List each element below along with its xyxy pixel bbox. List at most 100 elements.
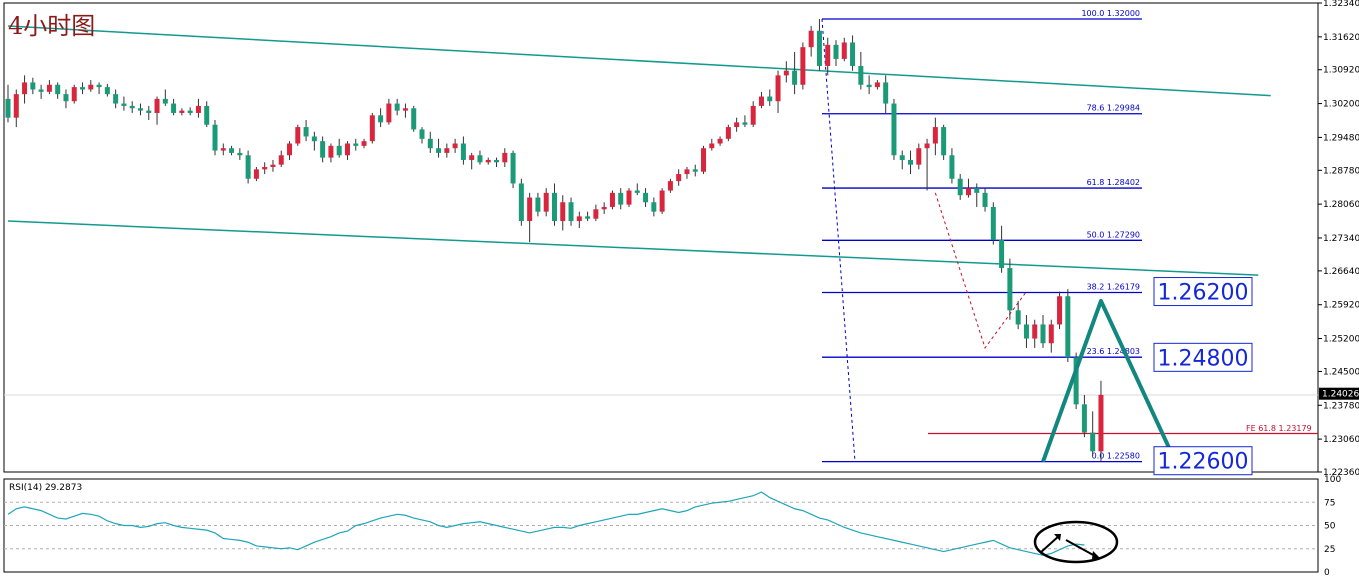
candle-body [195,105,201,113]
candle-body [137,108,143,111]
candle-body [311,136,317,142]
candle-body [1081,404,1087,433]
candle-body [361,141,367,146]
target-box [1153,446,1253,476]
channel-lower-line [7,220,1259,276]
candle-body [883,82,889,104]
candle-body [46,84,52,92]
price-tick-label: 1.28780 [1323,166,1359,176]
rsi-arrow-down-head [1092,551,1100,559]
candle-body [146,110,152,113]
candle-body [328,145,334,158]
candle-body [899,155,905,160]
candle-body [816,30,822,66]
candle-body [527,197,533,222]
price-tick-label: 1.31620 [1323,33,1359,43]
candle-body [701,148,707,172]
candle-body [783,70,789,76]
channel-upper-line [7,25,1271,97]
candle-body [1073,357,1079,405]
fib-label: 78.6 1.29984 [1087,104,1140,113]
candle-body [916,148,922,165]
candle-body [518,183,524,222]
candle-body [179,110,185,113]
fibonacci-layer: 100.0 1.32000 78.6 1.29984 61.8 1.28402 50.… [821,9,1318,463]
candle-body [609,192,615,207]
candle-body [1040,324,1046,344]
candle-body [560,202,566,222]
fib-anchor-line [821,18,856,462]
price-tick-label: 1.25920 [1323,301,1359,311]
candle-body [80,87,86,90]
candle-body [96,84,102,88]
candle-body [411,108,417,130]
fib-label: 100.0 1.32000 [1081,9,1140,18]
candle-body [303,127,309,137]
candle-body [353,143,359,146]
candle-body [576,216,582,222]
forecast-zigzag [1041,298,1178,463]
candle-body [22,82,28,95]
candle-body [659,190,665,212]
candle-body [38,89,44,92]
candle-body [551,192,557,222]
candle-body [485,159,491,163]
fib-label: 61.8 1.28402 [1087,178,1140,187]
candle-body [667,181,673,191]
candle-body [734,122,740,128]
candle-body [643,192,649,203]
fib-label: 38.2 1.26179 [1087,283,1140,292]
candle-body [758,96,764,106]
candle-body [932,127,938,144]
candle-body [874,82,880,88]
fe-label: FE 61.8 1.23179 [1246,424,1312,433]
candle-body [626,190,632,205]
price-tick-label: 1.30920 [1323,66,1359,76]
candle-body [63,94,69,102]
candle-body [30,82,36,90]
candle-body [494,159,500,163]
candle-body [676,174,682,182]
candle-body [5,98,11,118]
candle-body [419,129,425,139]
candle-body [684,169,690,175]
price-tick-label: 1.24500 [1323,367,1359,377]
current-price-marker [1319,387,1359,400]
candle-body [965,188,971,196]
candle-body [568,202,574,222]
rsi-tick-label: 0 [1324,568,1330,576]
rsi-arrow-up-head [1054,534,1061,541]
price-tick-label: 1.22360 [1323,468,1359,478]
candle-body [452,143,458,149]
rsi-annotation-oval [1033,520,1119,564]
candle-body [792,70,798,85]
price-tick-label: 1.23780 [1323,401,1359,411]
candle-body [104,87,110,95]
candle-body [88,84,94,90]
candle-body [270,164,276,168]
candle-body [767,96,773,102]
target-price: 1.26200 [1158,281,1249,306]
price-tick-label: 1.25200 [1323,335,1359,345]
candle-body [344,143,350,156]
price-tick-label: 1.26640 [1323,267,1359,277]
rsi-tick-label: 25 [1324,545,1335,555]
candle-body [866,84,872,88]
candle-body [850,42,856,66]
forecast-layer: 1.26200 1.24800 1.22600 [1041,277,1253,476]
candle-body [1065,296,1071,358]
candle-body [692,169,698,172]
candle-body [460,143,466,160]
candle-body [742,122,748,125]
candle-body [369,115,375,142]
candle-body [229,148,235,153]
candle-body [725,127,731,139]
candle-body [237,152,243,156]
candle-body [253,169,259,179]
price-tick-label: 1.28060 [1323,200,1359,210]
candle-body [212,124,218,151]
candle-body [295,127,301,144]
price-tick-label: 1.27340 [1323,234,1359,244]
